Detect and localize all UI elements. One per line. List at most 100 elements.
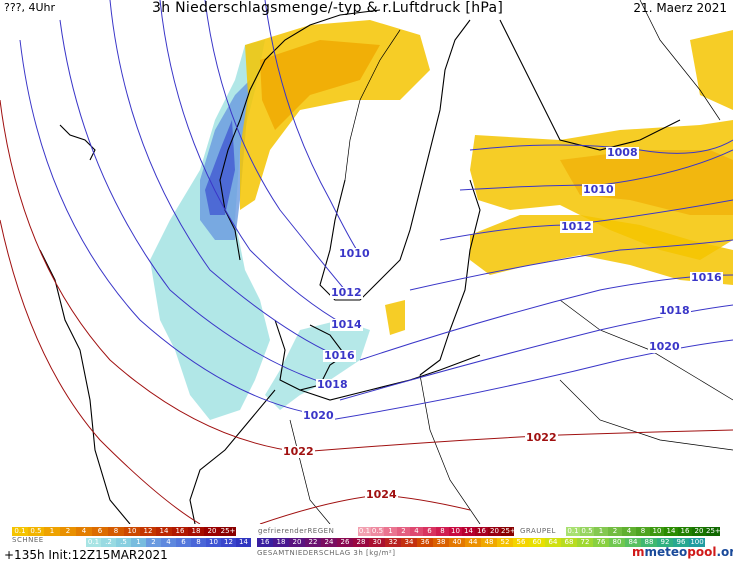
germany-border (289, 419, 331, 525)
legend-cell: 34 (401, 538, 417, 547)
legend-cell: 0.5 (28, 527, 44, 536)
legend-cell: .2 (101, 538, 116, 547)
legend-cell: 64 (545, 538, 561, 547)
isobar-label-1022: 1022 (282, 445, 315, 458)
legend-cell: 44 (465, 538, 481, 547)
isobar-label-1012-east: 1012 (560, 220, 593, 233)
model-run-info: +135h Init:12Z15MAR2021 (4, 548, 168, 562)
legend-cell: 6 (92, 527, 108, 536)
isobar-label-1016-east: 1016 (690, 271, 723, 284)
netherlands-coast (189, 389, 276, 525)
isobar-label-1018: 1018 (316, 378, 349, 391)
precipitation-fields (150, 20, 733, 420)
freezing-rain-legend-strip: 0.1 0.5 1 2 4 6 8 10 14 16 20 25+ (358, 527, 514, 536)
legend-cell: 16 (678, 527, 692, 536)
legend-cell: 72 (577, 538, 593, 547)
forecast-date: 21. Maerz 2021 (633, 1, 727, 15)
legend-cell: 1 (384, 527, 397, 536)
logo-tld: .org (716, 545, 733, 559)
logo-m-icon: m (632, 545, 645, 559)
meteopool-logo[interactable]: mmeteopool.org (632, 545, 733, 559)
baltic-states-coast (419, 179, 481, 376)
isobar-label-1016: 1016 (323, 349, 356, 362)
rain-spot-denmark (385, 300, 405, 335)
legend-cell: 10 (124, 527, 140, 536)
legend-cell: 2 (146, 538, 161, 547)
legend-cell: 76 (593, 538, 609, 547)
legend-cell: 38 (433, 538, 449, 547)
legend-cell: 84 (625, 538, 641, 547)
rain-legend-strip: 0.1 0.5 1 2 4 6 8 10 12 14 16 18 20 25+ (12, 527, 236, 536)
isobar-label-1014: 1014 (330, 318, 363, 331)
legend-cell: 18 (273, 538, 289, 547)
isobar-label-1010-east: 1010 (582, 183, 615, 196)
isobar-label-1012: 1012 (330, 286, 363, 299)
isobar-label-1020-east: 1020 (648, 340, 681, 353)
legend-cell: 16 (172, 527, 188, 536)
forecast-day-label: ???, 4Uhr (4, 1, 56, 14)
isobar-label-1024: 1024 (365, 488, 398, 501)
legend-cell: 12 (221, 538, 236, 547)
legend-cell: 14 (664, 527, 678, 536)
legend-cell: 4 (410, 527, 423, 536)
legend: 0.1 0.5 1 2 4 6 8 10 12 14 16 18 20 25+ gefrierenderR… (0, 524, 733, 566)
isobar-label-1022-east: 1022 (525, 431, 558, 444)
isobar-label-1018-east: 1018 (658, 304, 691, 317)
russia-belarus-border (559, 299, 733, 401)
finland-coast (499, 19, 681, 151)
legend-cell: 0.1 (86, 538, 101, 547)
legend-cell: 48 (481, 538, 497, 547)
legend-cell: 2 (60, 527, 76, 536)
snow-legend-strip: 0.1.2.5 1 2 4 6 8 10 12 14 (86, 538, 251, 547)
legend-cell: 6 (423, 527, 436, 536)
legend-cell: 20 (204, 527, 220, 536)
map-title: 3h Niederschlagsmenge/-typ & r.Luftdruck… (152, 0, 504, 16)
isobar-1020 (19, 39, 321, 416)
legend-cell: 0.5 (371, 527, 384, 536)
legend-cell: 100 (689, 538, 705, 547)
graupel-legend-strip: 0.1 0.5 1 2 4 8 10 14 16 20 25+ (566, 527, 720, 536)
legend-cell: 0.1 (12, 527, 28, 536)
legend-cell: 14 (156, 527, 172, 536)
legend-cell: 4 (622, 527, 636, 536)
legend-cell: 20 (488, 527, 501, 536)
isobar-1018 (59, 19, 331, 386)
total-precipitation-legend-strip: 16 18 20 22 24 26 28 30 32 34 36 38 40 44 48 52 56 60 64 68… (257, 538, 705, 547)
isobar-label-1020: 1020 (302, 409, 335, 422)
legend-cell: 1 (131, 538, 146, 547)
isobar-1010 (264, 0, 361, 256)
isobar-1014 (159, 0, 346, 326)
legend-cell: 40 (449, 538, 465, 547)
isobar-1014-east (409, 239, 733, 291)
legend-cell: 0.5 (580, 527, 594, 536)
legend-cell: 22 (305, 538, 321, 547)
legend-cell: 24 (321, 538, 337, 547)
coastlines (39, 9, 681, 525)
uk-east-coast (39, 249, 131, 525)
legend-cell: 14 (462, 527, 475, 536)
legend-cell: 10 (650, 527, 664, 536)
logo-name: meteo (644, 545, 688, 559)
legend-cell: 4 (76, 527, 92, 536)
legend-cell: 2 (608, 527, 622, 536)
legend-cell: 36 (417, 538, 433, 547)
legend-cell: 12 (140, 527, 156, 536)
legend-cell: 14 (236, 538, 251, 547)
isobar-label-1010: 1010 (338, 247, 371, 260)
legend-cell: 88 (641, 538, 657, 547)
logo-name-2: pool (687, 545, 717, 559)
freezing-rain-label: gefrierenderREGEN (258, 527, 335, 535)
isobar-1024 (0, 219, 201, 525)
legend-cell: 18 (188, 527, 204, 536)
legend-cell: 30 (369, 538, 385, 547)
legend-cell: 56 (513, 538, 529, 547)
legend-cell: 25+ (501, 527, 514, 536)
isobar-1016 (109, 0, 336, 356)
total-precipitation-label: GESAMTNIEDERSCHLAG 3h [kg/m²] (257, 549, 396, 557)
legend-cell: 8 (191, 538, 206, 547)
legend-cell: 68 (561, 538, 577, 547)
legend-cell: 4 (161, 538, 176, 547)
legend-cell: 26 (337, 538, 353, 547)
